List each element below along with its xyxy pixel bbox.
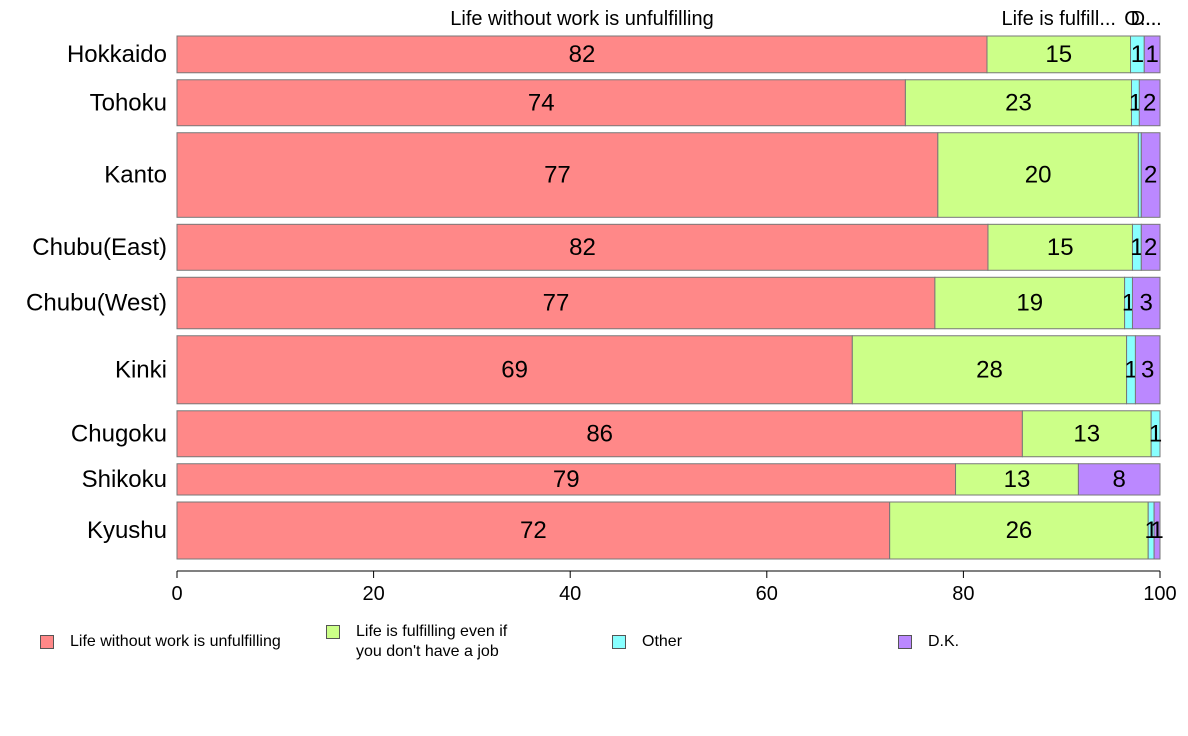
data-label: 86 [586,420,613,447]
data-label: 13 [1073,420,1100,447]
bar-segment [1150,410,1161,458]
top-series-label: D... [1131,8,1162,30]
data-label: 23 [1005,89,1032,116]
category-label: Kanto [104,162,167,189]
data-label: 1 [1124,356,1137,383]
bar-segment [1153,501,1161,560]
bar-segment [176,132,939,218]
data-label: 72 [520,517,547,544]
legend-item: Life without work is unfulfilling [40,632,281,652]
data-label: 74 [528,89,555,116]
category-label: Kinki [115,356,167,383]
legend-item: Life is fulfilling even if you don't hav… [326,622,507,662]
legend-swatch [40,635,54,649]
bar-segment [176,463,957,496]
bar-segment [987,223,1133,271]
data-label: 1 [1129,89,1142,116]
bar-segment [1143,35,1161,74]
data-label: 2 [1143,89,1156,116]
bar-segment [176,501,891,560]
x-tick-label: 60 [756,583,778,605]
top-series-label: Life without work is unfulfilling [450,8,713,30]
bar-segment [1077,463,1161,496]
data-label: 26 [1006,517,1033,544]
top-series-label: O... [1124,8,1156,30]
x-tick-label: 40 [559,583,581,605]
x-tick-label: 20 [362,583,384,605]
category-label: Chubu(West) [26,290,167,317]
data-label: 1 [1145,41,1158,68]
data-label: 82 [569,41,596,68]
category-label: Kyushu [87,517,167,544]
data-label: 3 [1141,356,1154,383]
legend: Life without work is unfulfilling Life i… [0,0,1188,660]
bar-segment [937,132,1139,218]
bar-segment [176,79,906,127]
data-label: 15 [1047,234,1074,261]
bar-segment [934,276,1126,330]
x-tick-label: 0 [171,583,182,605]
top-series-labels: Life without work is unfulfilling Life is… [450,8,1161,30]
data-label: 2 [1144,162,1157,189]
bar-segment [176,335,853,405]
data-label: 1 [1130,234,1143,261]
category-label: Hokkaido [67,41,167,68]
legend-label: D.K. [928,633,960,650]
legend-label: Life without work is unfulfilling [70,633,281,650]
category-label: Tohoku [90,89,167,116]
data-label: 2 [1144,234,1157,261]
bar-segment [176,410,1023,458]
bars-group: 82 15 1 174 23 1 277 20 282 15 1 277 19 1 369 28 1 386 13 1… [176,35,1164,560]
legend-swatch [612,635,626,649]
data-label: 20 [1025,162,1052,189]
bar-segment [955,463,1079,496]
legend-swatch [898,635,912,649]
legend-item: Other [612,632,682,652]
data-label: 79 [553,466,580,493]
x-axis: 0 20 40 60 80 100 [171,570,1177,605]
data-label: 3 [1140,290,1153,317]
bar-segment [1140,132,1161,218]
legend-label: Life is fulfilling even if you don't hav… [356,623,508,660]
bar-segment [904,79,1132,127]
x-tick-label: 80 [952,583,974,605]
bar-segment [1131,276,1161,330]
data-label: 13 [1004,466,1031,493]
bar-segment [176,276,936,330]
bar-segment [1140,223,1161,271]
data-label: 77 [544,162,571,189]
data-label: 28 [976,356,1003,383]
category-labels: Hokkaido Tohoku Kanto Chubu(East) Chubu(West… [26,41,167,544]
data-label: 1 [1122,290,1135,317]
legend-item: D.K. [898,632,959,652]
legend-label: Other [642,633,683,650]
category-label: Chugoku [71,420,167,447]
data-label: 8 [1113,466,1126,493]
data-label: 15 [1045,41,1072,68]
data-label: 77 [543,290,570,317]
data-label: 19 [1016,290,1043,317]
data-label: 1 [1149,420,1162,447]
bar-segment [1021,410,1152,458]
bar-segment [1134,335,1161,405]
category-label: Chubu(East) [32,234,167,261]
category-label: Shikoku [82,466,167,493]
bar-segment [176,223,989,271]
data-label: 69 [501,356,528,383]
bar-segment [851,335,1128,405]
data-label: 1 [1150,517,1163,544]
top-series-label: Life is fulfill... [1002,8,1116,30]
data-label: 1 [1131,41,1144,68]
bar-segment [1138,79,1161,127]
data-label: 82 [569,234,596,261]
x-tick-label: 100 [1143,583,1176,605]
legend-swatch [326,625,340,639]
